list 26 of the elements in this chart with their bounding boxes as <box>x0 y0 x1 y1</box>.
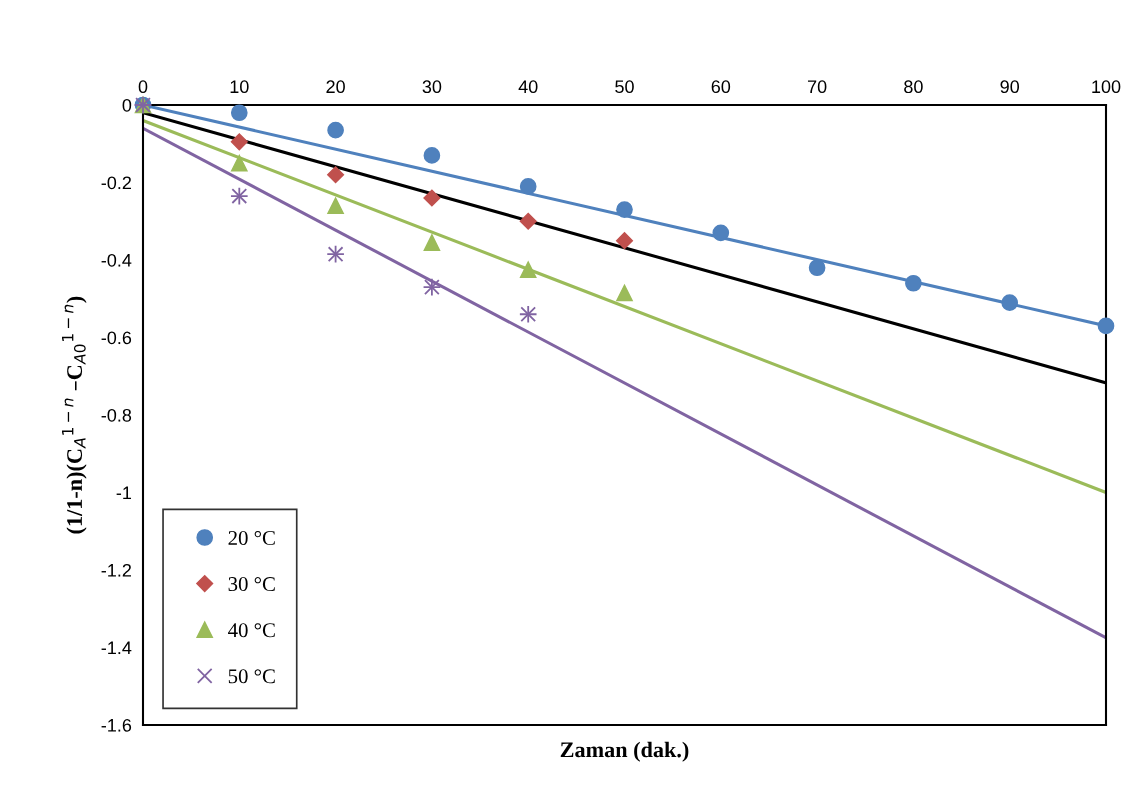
x-tick-label: 60 <box>711 80 731 94</box>
legend-label: 30 °C <box>228 577 275 592</box>
y-tick-label: -0.4 <box>101 253 132 267</box>
legend-label: 40 °C <box>228 623 275 638</box>
y-tick-label: -1 <box>116 486 132 500</box>
x-axis-title: Zaman (dak.) <box>560 741 689 762</box>
x-tick-label: 50 <box>615 80 634 94</box>
legend-label: 20 °C <box>228 530 275 546</box>
x-tick-label: 10 <box>230 80 249 94</box>
x-tick-label: 30 <box>422 80 442 94</box>
x-tick-label: 0 <box>138 80 148 94</box>
x-tick-label: 80 <box>904 80 923 94</box>
y-tick-label: 0 <box>122 98 132 112</box>
y-tick-label: -1.2 <box>101 563 131 577</box>
y-axis-title: (1/1-n)(C$_{A}$$^{1−n}$ –C$_{A0}$$^{1−n}$) <box>62 296 87 534</box>
x-tick-label: 20 <box>326 80 345 94</box>
legend-label: 50 °C <box>228 669 275 684</box>
y-tick-label: -1.6 <box>101 718 132 732</box>
y-tick-label: -0.2 <box>101 176 131 190</box>
x-tick-label: 70 <box>807 80 827 94</box>
x-tick-label: 100 <box>1092 80 1121 94</box>
x-tick-label: 40 <box>518 80 538 94</box>
y-tick-label: -0.6 <box>101 331 132 345</box>
x-tick-label: 90 <box>1000 80 1020 94</box>
y-tick-label: -1.4 <box>101 641 132 655</box>
y-tick-label: -0.8 <box>101 408 132 422</box>
